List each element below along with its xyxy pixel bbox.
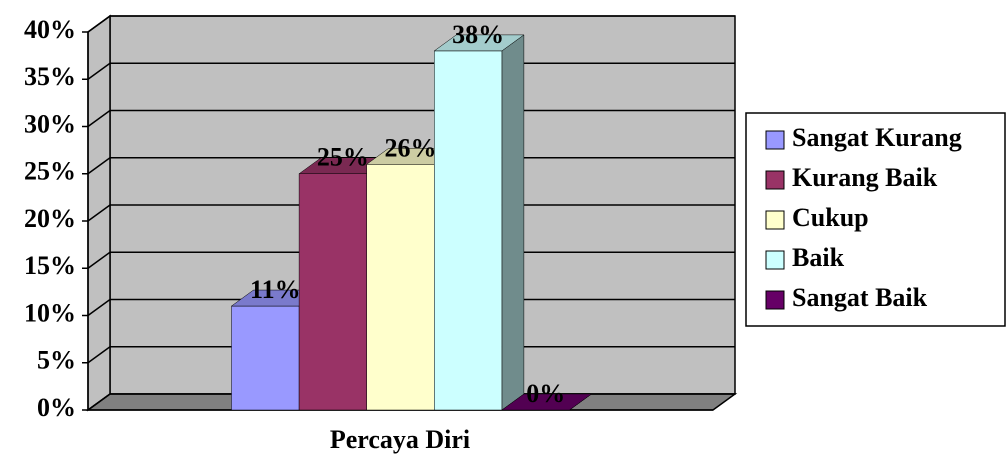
y-tick-label: 30% (24, 109, 76, 138)
bar (434, 50, 503, 411)
grid-line (87, 251, 735, 269)
legend-box (745, 112, 1006, 327)
y-tick-label: 0% (37, 393, 76, 422)
legend-swatch (765, 290, 785, 310)
data-label: 38% (452, 20, 504, 49)
bar (231, 305, 300, 411)
data-label: 25% (317, 143, 369, 172)
legend-label: Sangat Kurang (792, 123, 962, 152)
x-axis-label: Percaya Diri (330, 425, 470, 454)
legend-swatch (765, 210, 785, 230)
legend-swatch (765, 130, 785, 150)
y-tick-label: 15% (24, 251, 76, 280)
grid-line (87, 157, 735, 175)
data-label: 0% (526, 379, 565, 408)
legend-label: Sangat Baik (792, 283, 928, 312)
bar-top (433, 34, 525, 52)
grid-line (87, 346, 735, 364)
bar-top (501, 393, 593, 411)
legend-label: Baik (792, 243, 845, 272)
data-label: 26% (385, 133, 437, 162)
legend-label: Kurang Baik (792, 163, 938, 192)
grid-line (87, 204, 735, 222)
y-tick-label: 25% (24, 157, 76, 186)
y-tick-label: 35% (24, 62, 76, 91)
y-tick-label: 40% (24, 15, 76, 44)
legend-label: Cukup (792, 203, 869, 232)
bar-side (501, 34, 525, 411)
grid-line (87, 15, 735, 33)
bar (298, 173, 367, 411)
bar (366, 164, 435, 411)
grid-line (87, 298, 735, 317)
y-tick-label: 20% (24, 204, 76, 233)
y-tick-label: 5% (37, 346, 76, 375)
grid-line (87, 109, 735, 128)
y-tick-label: 10% (24, 298, 76, 327)
legend-swatch (765, 250, 785, 270)
grid-line (87, 62, 735, 80)
data-label: 11% (250, 275, 301, 304)
legend-swatch (765, 170, 785, 190)
